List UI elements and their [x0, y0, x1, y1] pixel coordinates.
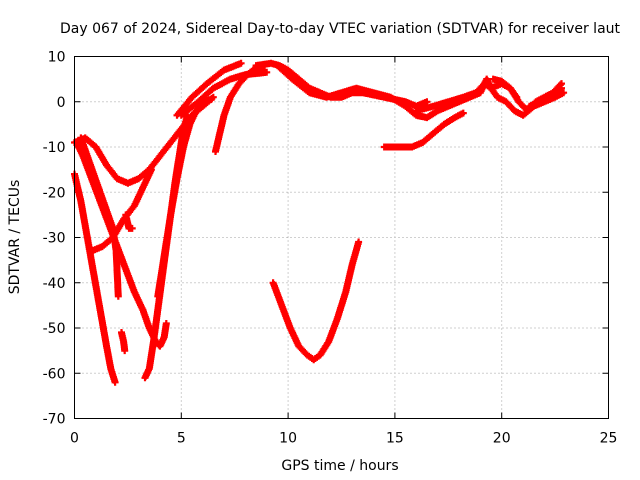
y-axis-label: SDTVAR / TECUs [7, 180, 23, 295]
data-point-markers [212, 62, 269, 155]
series-arc-15 [269, 238, 363, 364]
series-arc-4 [77, 134, 122, 300]
x-tick-label: 5 [177, 431, 186, 447]
y-tick-label: 10 [48, 50, 66, 66]
data-point-markers [154, 96, 215, 300]
series-arc-6 [118, 329, 129, 355]
y-tick-label: -70 [43, 412, 66, 428]
data-point-markers [173, 59, 245, 119]
data-point-markers [122, 211, 136, 232]
data-point-markers [71, 170, 119, 386]
series-arc-10 [173, 59, 245, 119]
data-point-markers [526, 84, 565, 110]
y-tick-label: -20 [43, 185, 66, 201]
x-tick-label: 0 [70, 431, 79, 447]
y-tick-label: -50 [43, 321, 66, 337]
chart-title: Day 067 of 2024, Sidereal Day-to-day VTE… [60, 21, 621, 37]
x-tick-label: 10 [279, 431, 297, 447]
x-tick-label: 25 [600, 431, 618, 447]
series-arc-7 [122, 211, 136, 232]
x-axis-label: GPS time / hours [281, 458, 398, 474]
series-arc-3 [71, 170, 119, 386]
data-point-markers [380, 109, 467, 151]
series-arc-19 [526, 84, 565, 110]
plot-frame [74, 56, 609, 419]
data-point-markers [77, 134, 122, 300]
series-arc-12 [212, 62, 269, 155]
y-tick-label: -10 [43, 140, 66, 156]
y-tick-labels: -70 -60 -50 -40 -30 -20 -10 0 10 [43, 50, 66, 428]
series-arc-9 [154, 96, 215, 300]
y-tick-label: -30 [43, 231, 66, 247]
x-tick-label: 20 [493, 431, 511, 447]
y-tick-label: -60 [43, 366, 66, 382]
y-tick-label: -40 [43, 276, 66, 292]
y-tick-label: 0 [57, 95, 66, 111]
data-point-markers [269, 238, 363, 364]
data-point-markers [118, 329, 129, 355]
x-tick-labels: 0 5 10 15 20 25 [70, 431, 617, 447]
data-marks [71, 59, 568, 386]
series-arc-16 [380, 109, 467, 151]
x-tick-label: 15 [386, 431, 404, 447]
